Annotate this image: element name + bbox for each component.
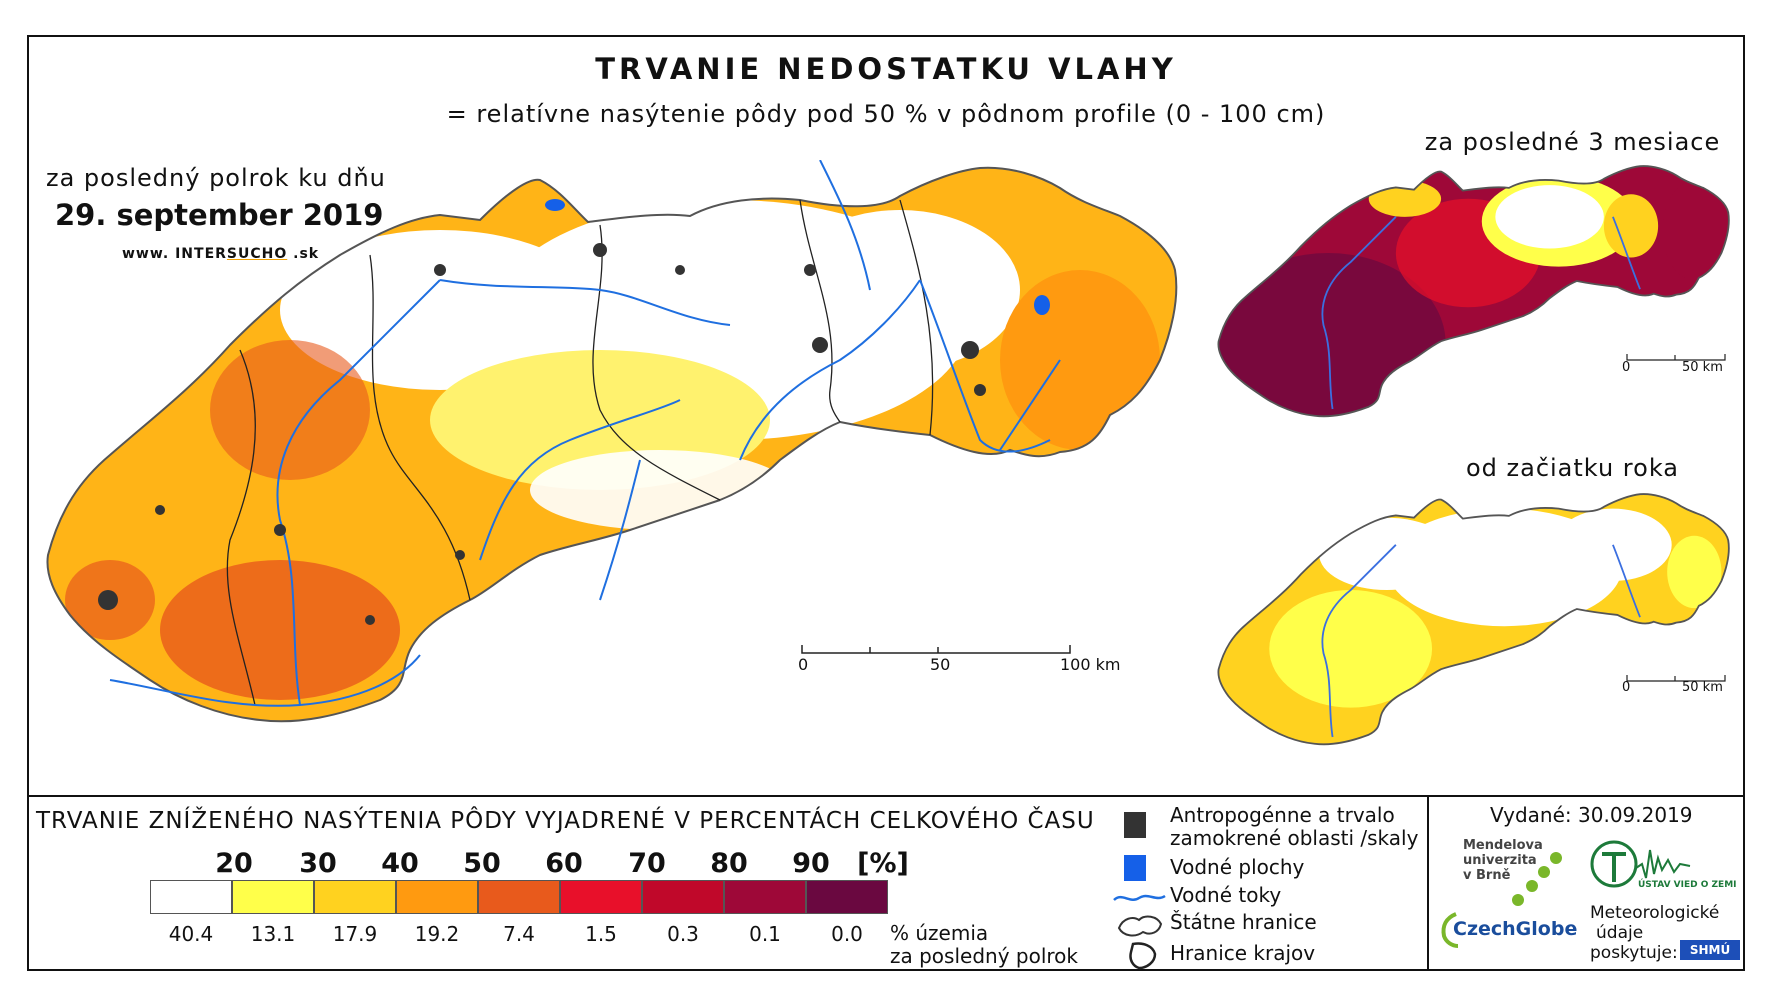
anthropogenic-label-line2: zamokrené oblasti /skaly [1170, 826, 1419, 850]
legend-swatch-5 [560, 880, 642, 914]
share-label-line1: % územia [890, 921, 989, 945]
main-drought-map [46, 160, 1178, 723]
met-line3: poskytuje: [1590, 943, 1678, 963]
map-subtitle: = relatívne nasýtenie pôdy pod 50 % v pô… [446, 100, 1326, 128]
legend-title: TRVANIE ZNÍŽENÉHO NASÝTENIA PÔDY VYJADRE… [36, 808, 1095, 834]
map-date: 29. september 2019 [55, 198, 384, 232]
inset-ytd-scale-bar [1626, 675, 1726, 682]
institute-text: ÚSTAV VIED O ZEMI [1638, 880, 1737, 890]
anthropogenic-label-line1: Antropogénne a trvalo [1170, 803, 1395, 827]
mendel-line1: Mendelova [1463, 838, 1543, 853]
inset-ytd-label: od začiatku roka [1465, 454, 1680, 482]
met-line2: údaje [1596, 923, 1644, 943]
state-border-label: Štátne hranice [1170, 910, 1317, 934]
inset-3m-map [1217, 165, 1730, 418]
website-highlight: SUCHO [226, 246, 288, 262]
website-prefix: www. INTER [122, 246, 227, 262]
website-suffix: .sk [287, 246, 320, 262]
legend-share-2: 17.9 [332, 922, 378, 946]
inset-ytd-scale-50: 50 km [1682, 680, 1723, 695]
legend-share-5: 1.5 [585, 922, 617, 946]
anthropogenic-areas [98, 243, 986, 625]
inset-3m-label: za posledné 3 mesiace [1424, 128, 1721, 156]
threshold-30: 30 [299, 848, 337, 879]
met-line1: Meteorologické [1590, 903, 1720, 923]
legend-divider [27, 795, 1745, 797]
legend-share-4: 7.4 [503, 922, 535, 946]
threshold-70: 70 [628, 848, 666, 879]
mendel-line2: univerzita [1463, 853, 1537, 868]
legend-swatch-7 [724, 880, 806, 914]
earth-science-institute-logo [1590, 840, 1691, 888]
threshold-80: 80 [710, 848, 748, 879]
period-label: za posledný polrok ku dňu [46, 164, 386, 192]
legend-swatch-2 [314, 880, 396, 914]
map-title: TRVANIE NEDOSTATKU VLAHY [595, 52, 1177, 86]
inset-ytd-map [1217, 493, 1730, 746]
mendel-dots-logo [1512, 852, 1562, 906]
inset-3m-scale-50: 50 km [1682, 360, 1723, 375]
legend-share-1: 13.1 [250, 922, 296, 946]
main-scale-bar [801, 645, 1071, 654]
czechglobe-text: CzechGlobe [1453, 918, 1578, 940]
anthropogenic-label: Antropogénne a trvalo zamokrené oblasti … [1170, 804, 1418, 850]
shmu-logo: SHMÚ [1680, 940, 1740, 960]
threshold-20: 20 [215, 848, 253, 879]
mendel-line3: v Brně [1463, 868, 1511, 883]
region-borders [226, 199, 934, 706]
state-border-symbol [1117, 915, 1163, 937]
shmu-text: SHMÚ [1689, 943, 1731, 957]
threshold-60: 60 [545, 848, 583, 879]
czechglobe-logo [1441, 912, 1459, 948]
legend-share-3: 19.2 [414, 922, 460, 946]
inset-3m-scale-0: 0 [1622, 360, 1631, 375]
main-scale-label-50: 50 [930, 655, 951, 674]
water-bodies-swatch [1124, 855, 1146, 881]
threshold-40: 40 [381, 848, 419, 879]
threshold-50: 50 [463, 848, 501, 879]
threshold-90: 90 [792, 848, 830, 879]
rivers-label: Vodné toky [1170, 883, 1282, 907]
met-data-credit: Meteorologické údaje poskytuje: [1590, 903, 1719, 963]
region-border-label: Hranice krajov [1170, 941, 1316, 965]
credits-divider [1427, 795, 1429, 971]
region-border-symbol [1129, 942, 1157, 970]
legend-swatch-8 [806, 880, 888, 914]
legend-share-6: 0.3 [667, 922, 699, 946]
main-scale-label-0: 0 [798, 655, 809, 674]
legend-share-0: 40.4 [168, 922, 214, 946]
website-label: www. INTERSUCHO .sk [122, 246, 319, 262]
inset-3m-scale-bar [1626, 354, 1726, 361]
issued-date: Vydané: 30.09.2019 [1490, 803, 1693, 827]
legend-swatch-0 [150, 880, 232, 914]
legend-swatch-4 [478, 880, 560, 914]
share-label: % územia za posledný polrok [890, 922, 1078, 968]
legend-share-8: 0.0 [831, 922, 863, 946]
water-bodies [545, 199, 1050, 315]
mendel-university-text: Mendelova univerzita v Brně [1463, 838, 1543, 883]
anthropogenic-swatch [1124, 812, 1146, 838]
map-frame [27, 35, 1745, 971]
main-scale-label-100: 100 km [1060, 655, 1121, 674]
river-network [109, 160, 1061, 707]
legend-swatch-3 [396, 880, 478, 914]
threshold-unit: [%] [857, 848, 909, 879]
share-label-line2: za posledný polrok [890, 944, 1078, 968]
legend-swatch-6 [642, 880, 724, 914]
inset-ytd-scale-0: 0 [1622, 680, 1631, 695]
legend-swatch-1 [232, 880, 314, 914]
legend-share-7: 0.1 [749, 922, 781, 946]
water-bodies-label: Vodné plochy [1170, 855, 1305, 879]
rivers-symbol [1113, 894, 1166, 901]
